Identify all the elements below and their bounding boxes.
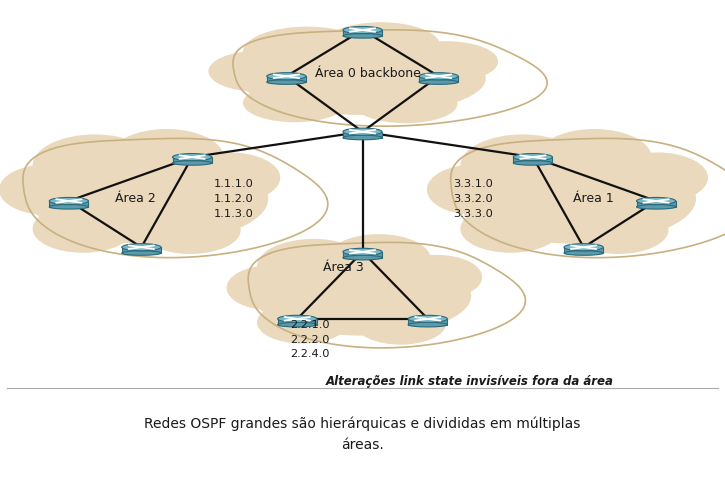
Ellipse shape <box>322 22 440 69</box>
Ellipse shape <box>564 251 603 255</box>
Ellipse shape <box>243 83 347 122</box>
Ellipse shape <box>513 160 552 165</box>
Ellipse shape <box>408 315 447 322</box>
Polygon shape <box>343 132 382 137</box>
Ellipse shape <box>278 315 317 322</box>
Ellipse shape <box>343 135 382 140</box>
Polygon shape <box>278 319 317 325</box>
Ellipse shape <box>354 84 457 123</box>
Ellipse shape <box>460 205 561 253</box>
Ellipse shape <box>0 164 95 215</box>
Ellipse shape <box>394 41 498 82</box>
Ellipse shape <box>180 152 280 203</box>
Ellipse shape <box>257 239 370 294</box>
Ellipse shape <box>49 205 88 209</box>
Ellipse shape <box>343 26 382 34</box>
Ellipse shape <box>122 244 161 251</box>
Ellipse shape <box>457 154 696 244</box>
Ellipse shape <box>267 80 306 84</box>
Text: 1.1.1.0
1.1.2.0
1.1.3.0: 1.1.1.0 1.1.2.0 1.1.3.0 <box>214 179 254 218</box>
Ellipse shape <box>49 197 88 205</box>
Ellipse shape <box>173 160 212 165</box>
Text: Alterações link state invisíveis fora da área: Alterações link state invisíveis fora da… <box>326 375 614 388</box>
Polygon shape <box>173 157 212 163</box>
Ellipse shape <box>343 128 382 135</box>
Text: Área 2: Área 2 <box>115 192 155 205</box>
Ellipse shape <box>239 42 486 115</box>
Ellipse shape <box>243 27 371 77</box>
Ellipse shape <box>537 129 652 187</box>
Ellipse shape <box>122 251 161 255</box>
Ellipse shape <box>33 205 133 253</box>
Polygon shape <box>564 247 603 253</box>
Ellipse shape <box>419 80 458 84</box>
Ellipse shape <box>226 265 313 310</box>
Ellipse shape <box>408 322 447 327</box>
Ellipse shape <box>257 301 348 343</box>
Ellipse shape <box>637 197 676 205</box>
Ellipse shape <box>608 152 708 203</box>
Ellipse shape <box>267 73 306 80</box>
Polygon shape <box>343 252 382 258</box>
Polygon shape <box>513 157 552 163</box>
Polygon shape <box>408 319 447 325</box>
Polygon shape <box>49 201 88 207</box>
Ellipse shape <box>209 51 307 91</box>
Polygon shape <box>419 76 458 82</box>
Ellipse shape <box>29 154 268 244</box>
Text: 2.2.1.0
2.2.2.0
2.2.4.0: 2.2.1.0 2.2.2.0 2.2.4.0 <box>290 320 330 359</box>
Ellipse shape <box>343 34 382 38</box>
Ellipse shape <box>109 129 224 187</box>
Ellipse shape <box>33 135 157 197</box>
Text: Redes OSPF grandes são hierárquicas e divididas em múltiplas
áreas.: Redes OSPF grandes são hierárquicas e di… <box>144 416 581 452</box>
Ellipse shape <box>427 164 523 215</box>
Polygon shape <box>122 247 161 253</box>
Ellipse shape <box>140 206 241 254</box>
Ellipse shape <box>355 302 446 344</box>
Polygon shape <box>637 201 676 207</box>
Ellipse shape <box>343 248 382 255</box>
Ellipse shape <box>419 73 458 80</box>
Text: Área 3: Área 3 <box>323 261 363 274</box>
Ellipse shape <box>173 154 212 160</box>
Text: Área 1: Área 1 <box>573 192 613 205</box>
Ellipse shape <box>254 256 471 336</box>
Ellipse shape <box>343 255 382 260</box>
Polygon shape <box>267 76 306 82</box>
Ellipse shape <box>460 135 585 197</box>
Ellipse shape <box>637 205 676 209</box>
Ellipse shape <box>568 206 668 254</box>
Ellipse shape <box>326 234 431 285</box>
Ellipse shape <box>278 322 317 327</box>
Text: 3.3.1.0
3.3.2.0
3.3.3.0: 3.3.1.0 3.3.2.0 3.3.3.0 <box>453 179 493 218</box>
Ellipse shape <box>564 244 603 251</box>
Ellipse shape <box>391 255 482 299</box>
Text: Área 0 backbone: Área 0 backbone <box>315 68 421 80</box>
Ellipse shape <box>513 154 552 160</box>
Polygon shape <box>343 30 382 36</box>
